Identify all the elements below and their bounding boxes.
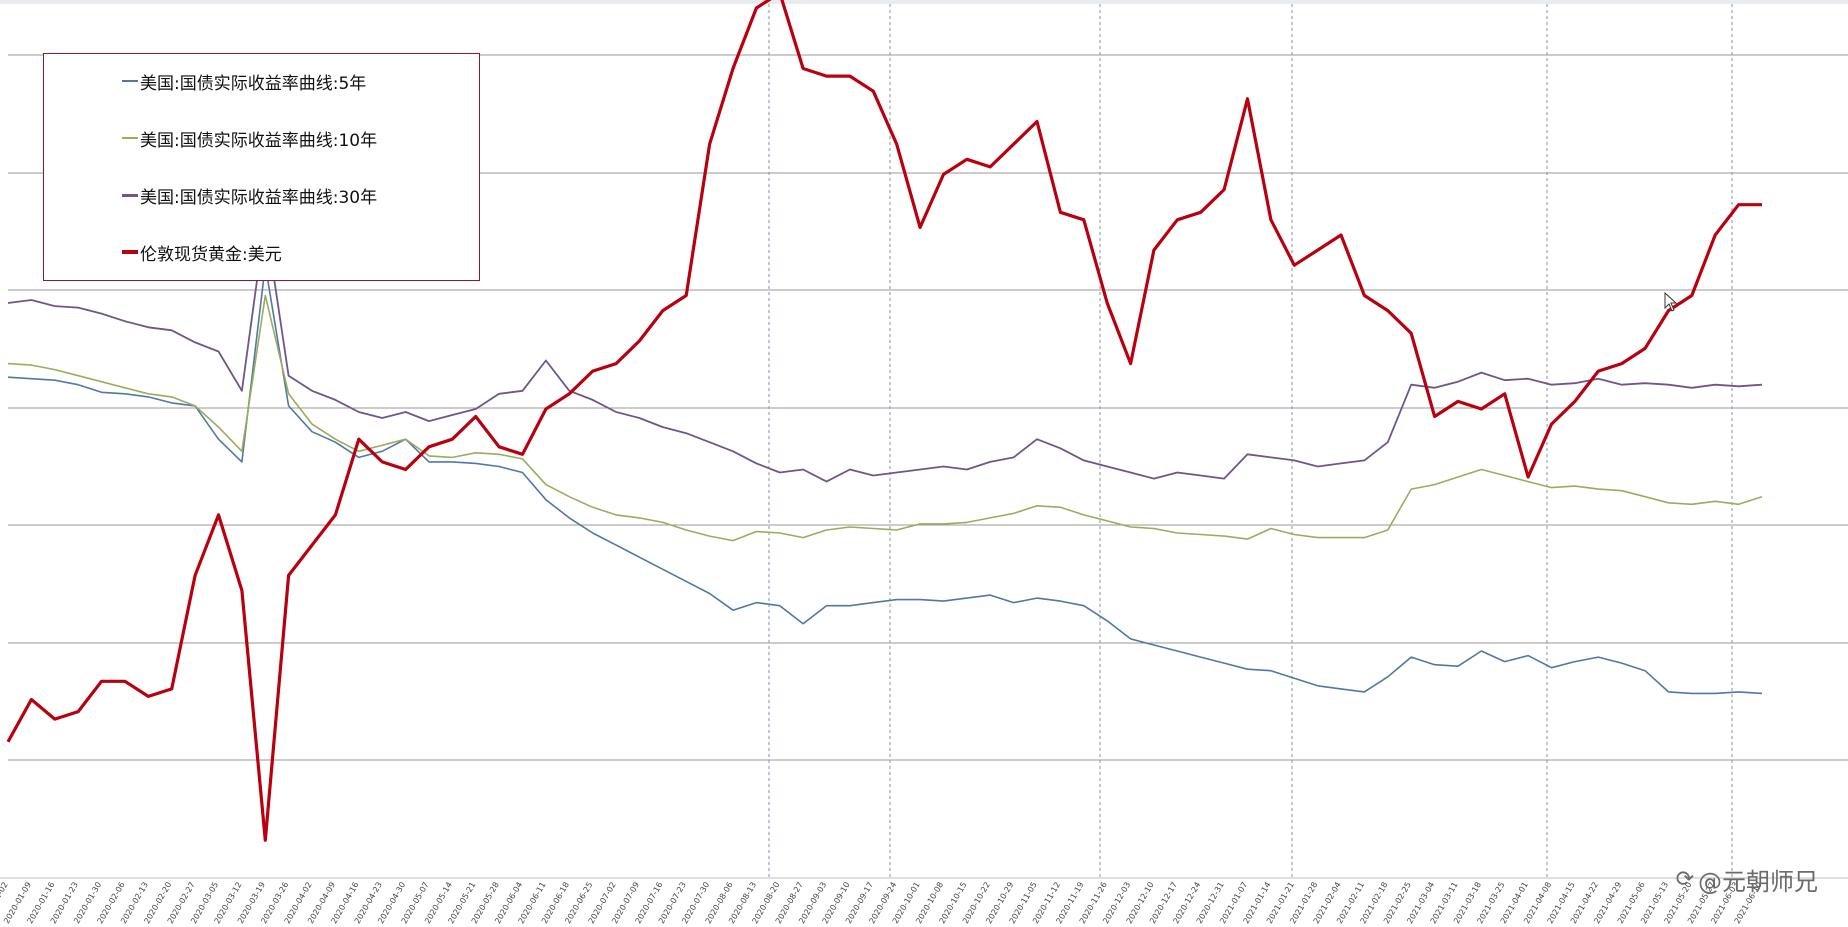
legend-label-30y: 美国:国债实际收益率曲线:30年 — [140, 187, 378, 208]
legend: 美国:国债实际收益率曲线:5年 美国:国债实际收益率曲线:10年 美国:国债实际… — [43, 53, 480, 281]
legend-item-30y: 美国:国债实际收益率曲线:30年 — [122, 184, 378, 208]
grid-lines — [0, 4, 1848, 879]
legend-label-gold: 伦敦现货黄金:美元 — [140, 244, 282, 265]
legend-swatch-10y — [122, 137, 138, 139]
series-line-1 — [7, 294, 1763, 542]
legend-item-gold: 伦敦现货黄金:美元 — [122, 241, 282, 265]
legend-item-10y: 美国:国债实际收益率曲线:10年 — [122, 127, 378, 151]
toolbar-strip — [0, 0, 1848, 4]
watermark: ⟳ @元朝师兄 — [1676, 862, 1818, 897]
legend-label-10y: 美国:国债实际收益率曲线:10年 — [140, 130, 378, 151]
legend-item-5y: 美国:国债实际收益率曲线:5年 — [122, 70, 367, 94]
series-line-0 — [7, 264, 1763, 695]
watermark-text: @元朝师兄 — [1698, 868, 1818, 896]
mouse-cursor-icon — [1664, 292, 1678, 312]
refresh-icon: ⟳ — [1675, 867, 1694, 892]
series-lines — [6, 0, 1763, 842]
legend-swatch-gold — [122, 250, 138, 254]
series-line-2 — [7, 218, 1763, 483]
legend-swatch-5y — [122, 80, 138, 82]
series-line-3 — [6, 0, 1762, 842]
legend-label-5y: 美国:国债实际收益率曲线:5年 — [140, 73, 367, 94]
x-axis-ticks: 2020-01-022020-01-092020-01-162020-01-23… — [0, 881, 1764, 926]
legend-swatch-30y — [122, 193, 138, 197]
